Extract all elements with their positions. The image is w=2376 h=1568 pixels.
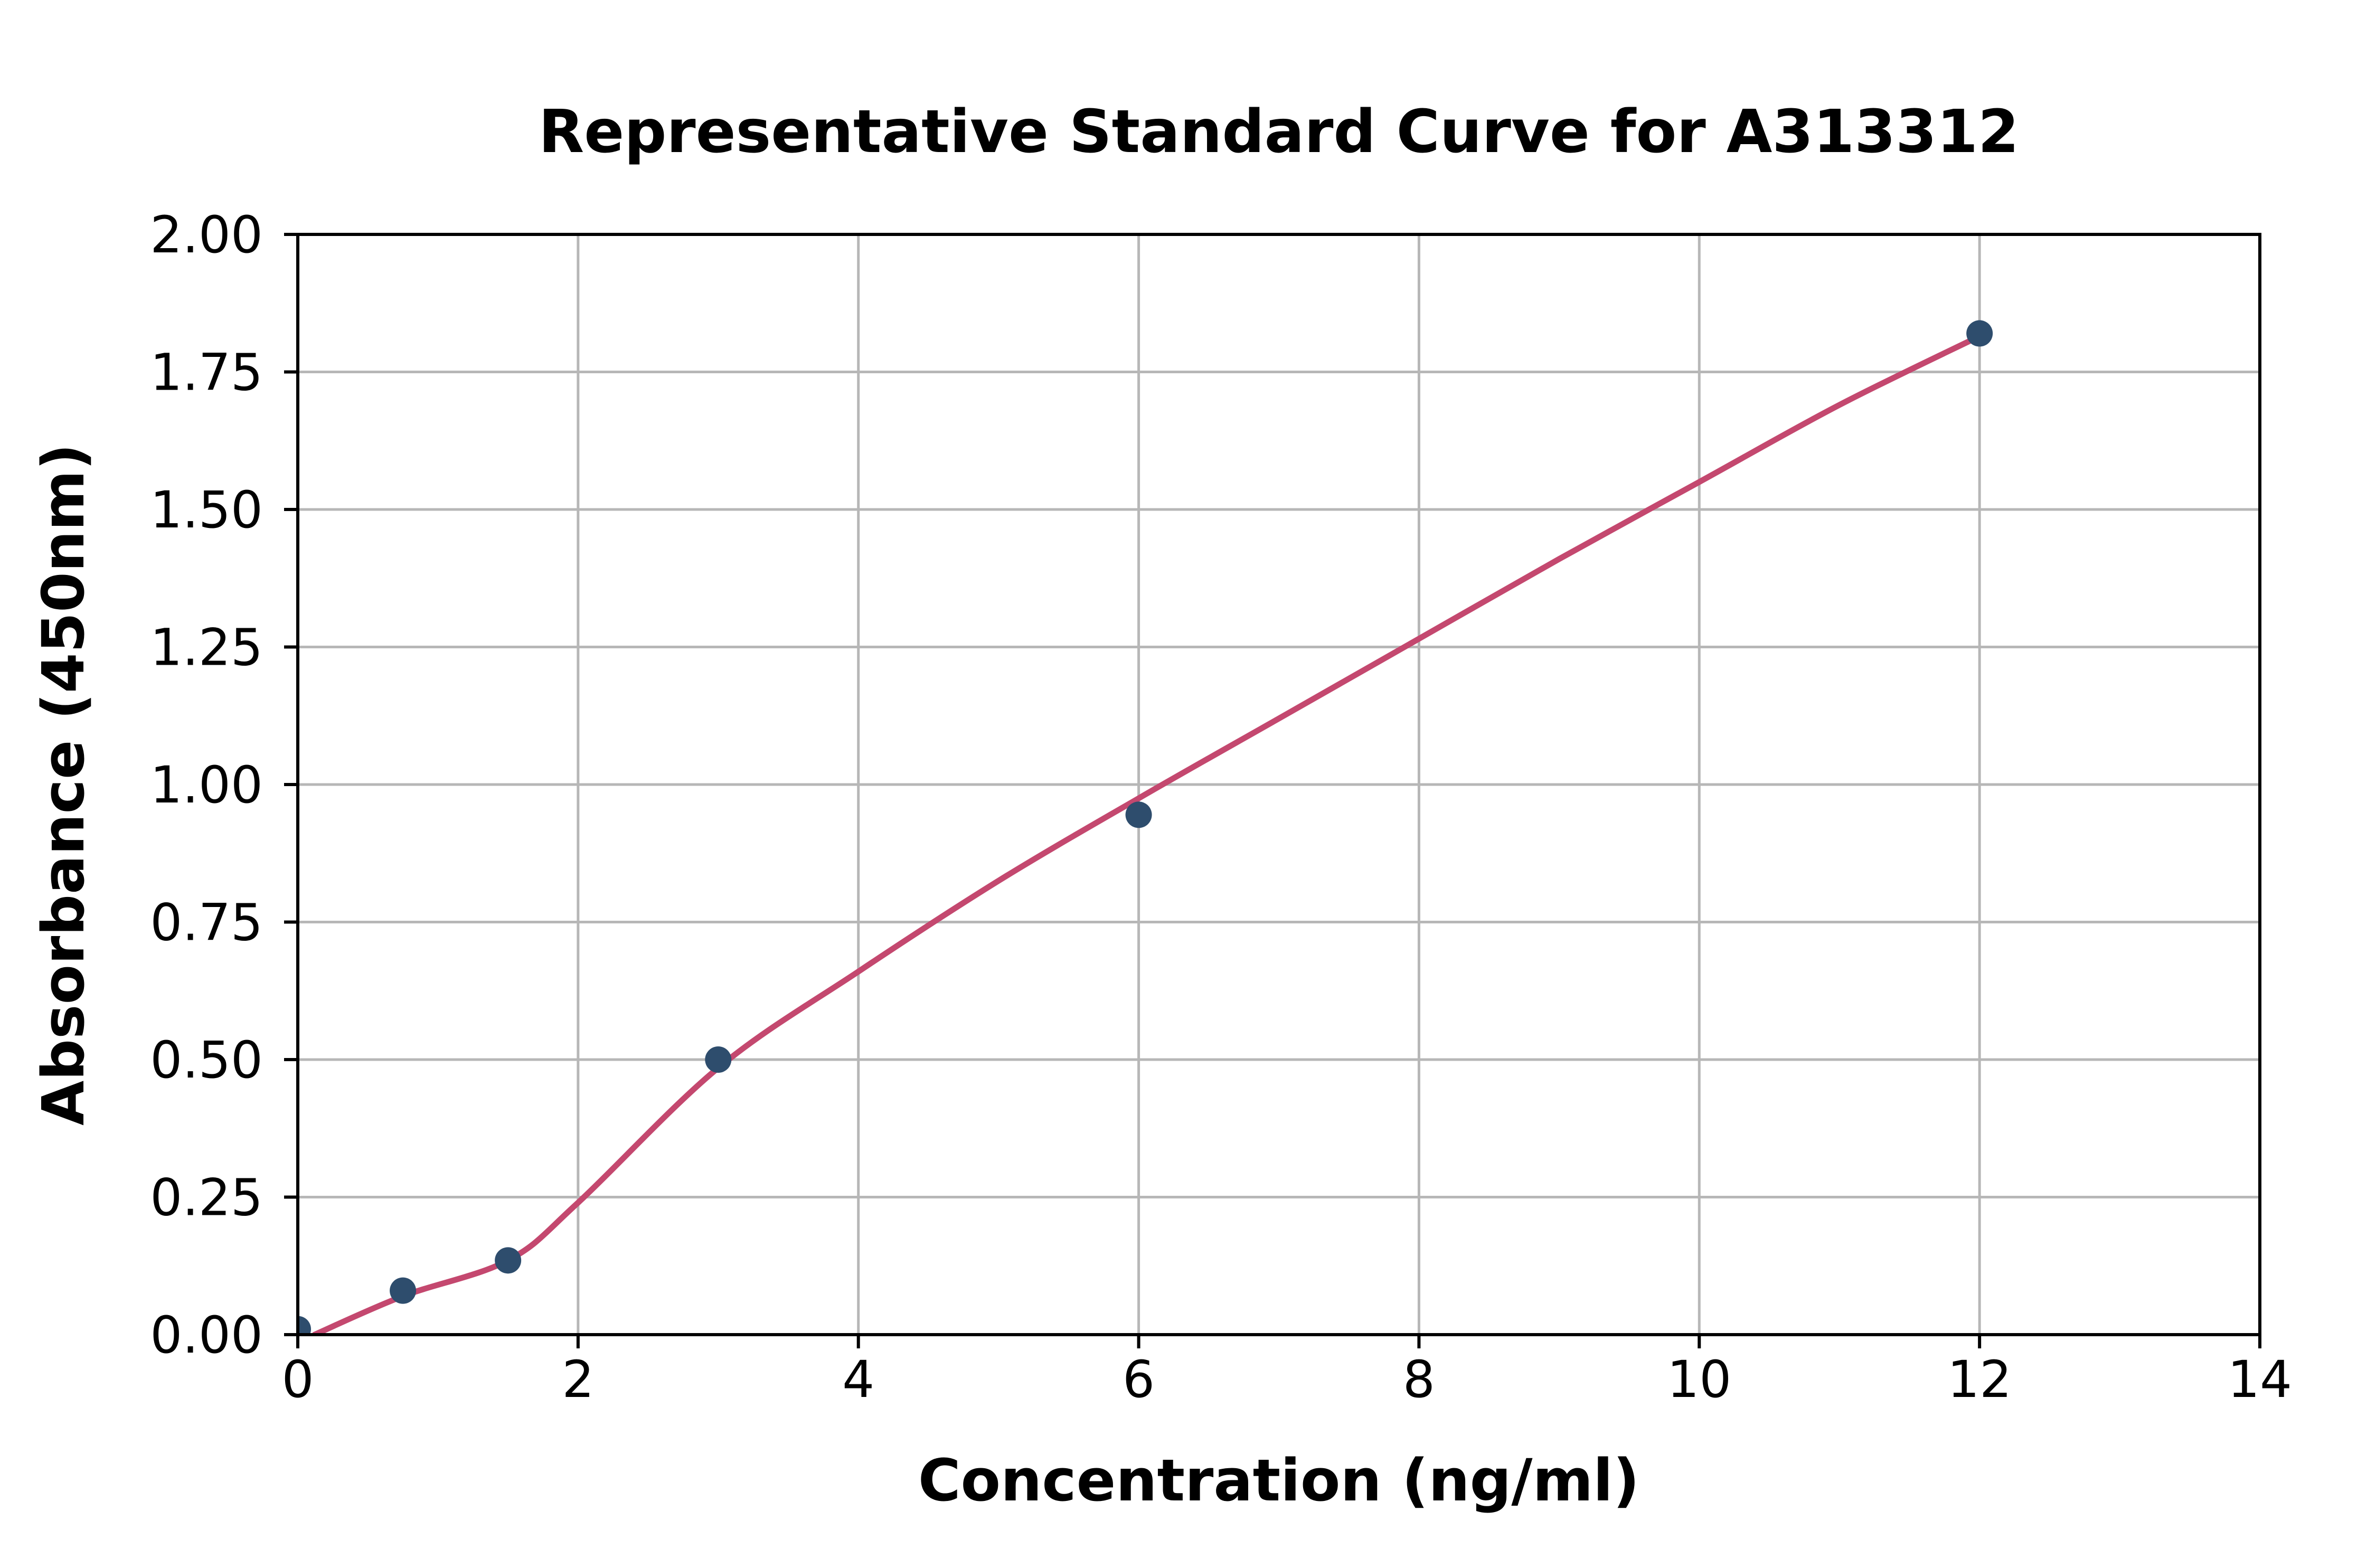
fit-curve-line bbox=[312, 333, 1983, 1335]
data-point bbox=[705, 1046, 732, 1073]
data-point bbox=[298, 1316, 311, 1335]
y-tick-label: 0.25 bbox=[150, 1168, 263, 1227]
x-tick-label: 4 bbox=[842, 1350, 874, 1409]
y-tick-label: 1.00 bbox=[150, 755, 263, 815]
y-tick-label: 0.50 bbox=[150, 1031, 263, 1090]
x-tick-label: 10 bbox=[1667, 1350, 1731, 1409]
gridlines bbox=[298, 234, 2260, 1335]
chart-title: Representative Standard Curve for A31331… bbox=[539, 98, 2019, 166]
x-tick-label: 2 bbox=[562, 1350, 594, 1409]
x-tick-labels: 0 2 4 6 8 10 12 14 bbox=[281, 1350, 2292, 1409]
data-point bbox=[1125, 801, 1152, 828]
data-point bbox=[1966, 320, 1993, 347]
data-point bbox=[495, 1247, 522, 1274]
data-points bbox=[298, 320, 1993, 1335]
y-tick-label: 1.25 bbox=[150, 618, 263, 677]
x-tick-label: 12 bbox=[1947, 1350, 2012, 1409]
y-tick-label: 1.75 bbox=[150, 343, 263, 402]
x-tick-label: 6 bbox=[1123, 1350, 1155, 1409]
y-tick-label: 0.00 bbox=[150, 1306, 263, 1365]
y-tick-label: 0.75 bbox=[150, 893, 263, 952]
x-tick-label: 14 bbox=[2228, 1350, 2292, 1409]
x-axis-label: Concentration (ng/ml) bbox=[918, 1447, 1639, 1514]
y-tick-label: 1.50 bbox=[150, 480, 263, 540]
x-tick-label: 8 bbox=[1403, 1350, 1435, 1409]
y-tick-label: 2.00 bbox=[150, 205, 263, 265]
y-axis-label: Absorbance (450nm) bbox=[30, 443, 97, 1126]
axis-ticks bbox=[284, 233, 2261, 1348]
data-point bbox=[390, 1277, 417, 1304]
y-tick-labels: 0.00 0.25 0.50 0.75 1.00 1.25 1.50 1.75 2.00 bbox=[150, 205, 263, 1365]
x-tick-label: 0 bbox=[281, 1350, 314, 1409]
